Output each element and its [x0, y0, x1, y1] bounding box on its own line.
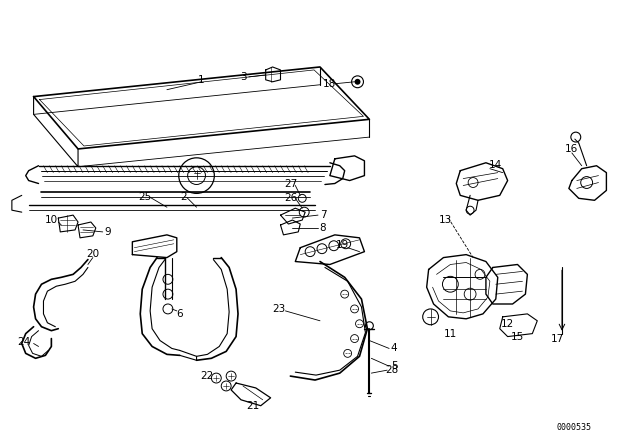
Text: 10: 10: [45, 215, 58, 225]
Text: 0000535: 0000535: [557, 423, 591, 432]
Text: 22: 22: [200, 371, 213, 381]
Text: 5: 5: [391, 361, 397, 371]
Text: 13: 13: [439, 215, 452, 225]
Text: 23: 23: [272, 304, 285, 314]
Text: 12: 12: [501, 319, 515, 329]
Text: 17: 17: [550, 334, 564, 344]
Text: 2: 2: [180, 192, 187, 202]
Text: 14: 14: [489, 160, 502, 170]
Text: 8: 8: [319, 223, 326, 233]
Text: 11: 11: [444, 329, 457, 339]
Text: 7: 7: [319, 210, 326, 220]
Text: 15: 15: [511, 332, 524, 341]
Text: 18: 18: [323, 79, 337, 89]
Text: 19: 19: [336, 240, 349, 250]
Text: 21: 21: [246, 401, 259, 411]
Text: 4: 4: [391, 344, 397, 353]
Text: 20: 20: [86, 249, 99, 258]
Text: 6: 6: [177, 309, 183, 319]
Text: 26: 26: [285, 194, 298, 203]
Text: 27: 27: [285, 178, 298, 189]
Circle shape: [355, 79, 360, 85]
Text: 28: 28: [385, 365, 399, 375]
Text: 1: 1: [198, 75, 205, 85]
Text: 16: 16: [565, 144, 579, 154]
Text: 25: 25: [139, 192, 152, 202]
Text: 3: 3: [241, 72, 247, 82]
Text: 24: 24: [17, 336, 30, 346]
Text: 9: 9: [104, 227, 111, 237]
